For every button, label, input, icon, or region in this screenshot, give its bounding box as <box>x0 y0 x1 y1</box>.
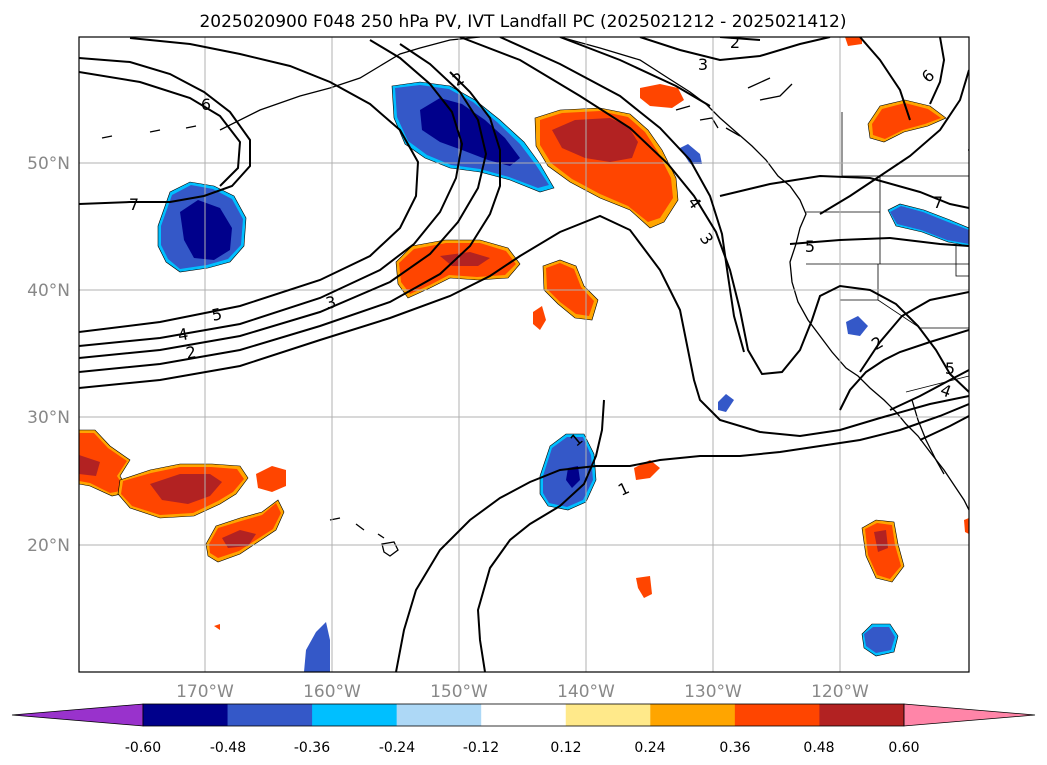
ivt-contours <box>79 37 969 672</box>
colorbar-segment <box>312 704 398 726</box>
colorbar-frame <box>142 703 905 727</box>
longitude-labels: 170°W 160°W 150°W 140°W 130°W 120°W <box>176 682 869 702</box>
contour-label: 5 <box>945 359 955 378</box>
colorbar-tick: -0.36 <box>294 740 330 756</box>
contour-label: 6 <box>201 95 211 114</box>
contour-label: 2 <box>184 342 197 362</box>
lat-label-40n: 40°N <box>27 281 70 301</box>
political-borders <box>806 112 969 393</box>
lon-label-140w: 140°W <box>557 682 615 702</box>
colorbar-tick: -0.24 <box>379 740 415 756</box>
colorbar-segment <box>734 704 820 726</box>
colorbar-segment <box>565 704 651 726</box>
lon-label-160w: 160°W <box>303 682 361 702</box>
lat-label-50n: 50°N <box>27 154 70 174</box>
contour-label: 4 <box>176 324 189 344</box>
colorbar-segment <box>143 704 229 726</box>
colorbar-tick: 0.12 <box>550 740 581 756</box>
contour-label: 3 <box>698 55 708 74</box>
colorbar-tick: -0.48 <box>210 740 246 756</box>
lat-label-20n: 20°N <box>27 536 70 556</box>
colorbar-extend-max <box>903 703 1036 727</box>
colorbar-tick: -0.60 <box>125 740 161 756</box>
colorbar-segment <box>481 704 567 726</box>
lon-label-150w: 150°W <box>430 682 488 702</box>
contour-label: 2 <box>730 33 740 52</box>
lat-label-30n: 30°N <box>27 408 70 428</box>
colorbar-segment <box>819 704 905 726</box>
colorbar <box>11 703 1036 727</box>
colorbar-segment <box>227 704 313 726</box>
colorbar-tick-labels: -0.60 -0.48 -0.36 -0.24 -0.12 0.12 0.24 … <box>125 740 920 756</box>
lon-label-120w: 120°W <box>811 682 869 702</box>
colorbar-segment <box>650 704 736 726</box>
lon-label-130w: 130°W <box>684 682 742 702</box>
lon-label-170w: 170°W <box>176 682 234 702</box>
colorbar-tick: 0.60 <box>888 740 919 756</box>
colorbar-tick: 0.36 <box>719 740 750 756</box>
colorbar-tick: 0.48 <box>803 740 834 756</box>
contour-label: 5 <box>210 304 224 325</box>
colorbar-tick: 0.24 <box>634 740 665 756</box>
gridlines <box>79 37 969 672</box>
latitude-labels: 50°N 40°N 30°N 20°N <box>27 154 70 556</box>
negative-anomaly-shading <box>157 81 969 672</box>
colorbar-segment <box>396 704 482 726</box>
colorbar-extend-min <box>11 703 144 727</box>
contour-label: 7 <box>129 195 139 214</box>
contour-label: 3 <box>324 292 338 313</box>
figure-title: 2025020900 F048 250 hPa PV, IVT Landfall… <box>199 12 846 32</box>
colorbar-tick: -0.12 <box>463 740 499 756</box>
contour-label: 5 <box>805 237 815 256</box>
contour-label: 7 <box>933 193 943 212</box>
map-frame <box>78 36 970 673</box>
